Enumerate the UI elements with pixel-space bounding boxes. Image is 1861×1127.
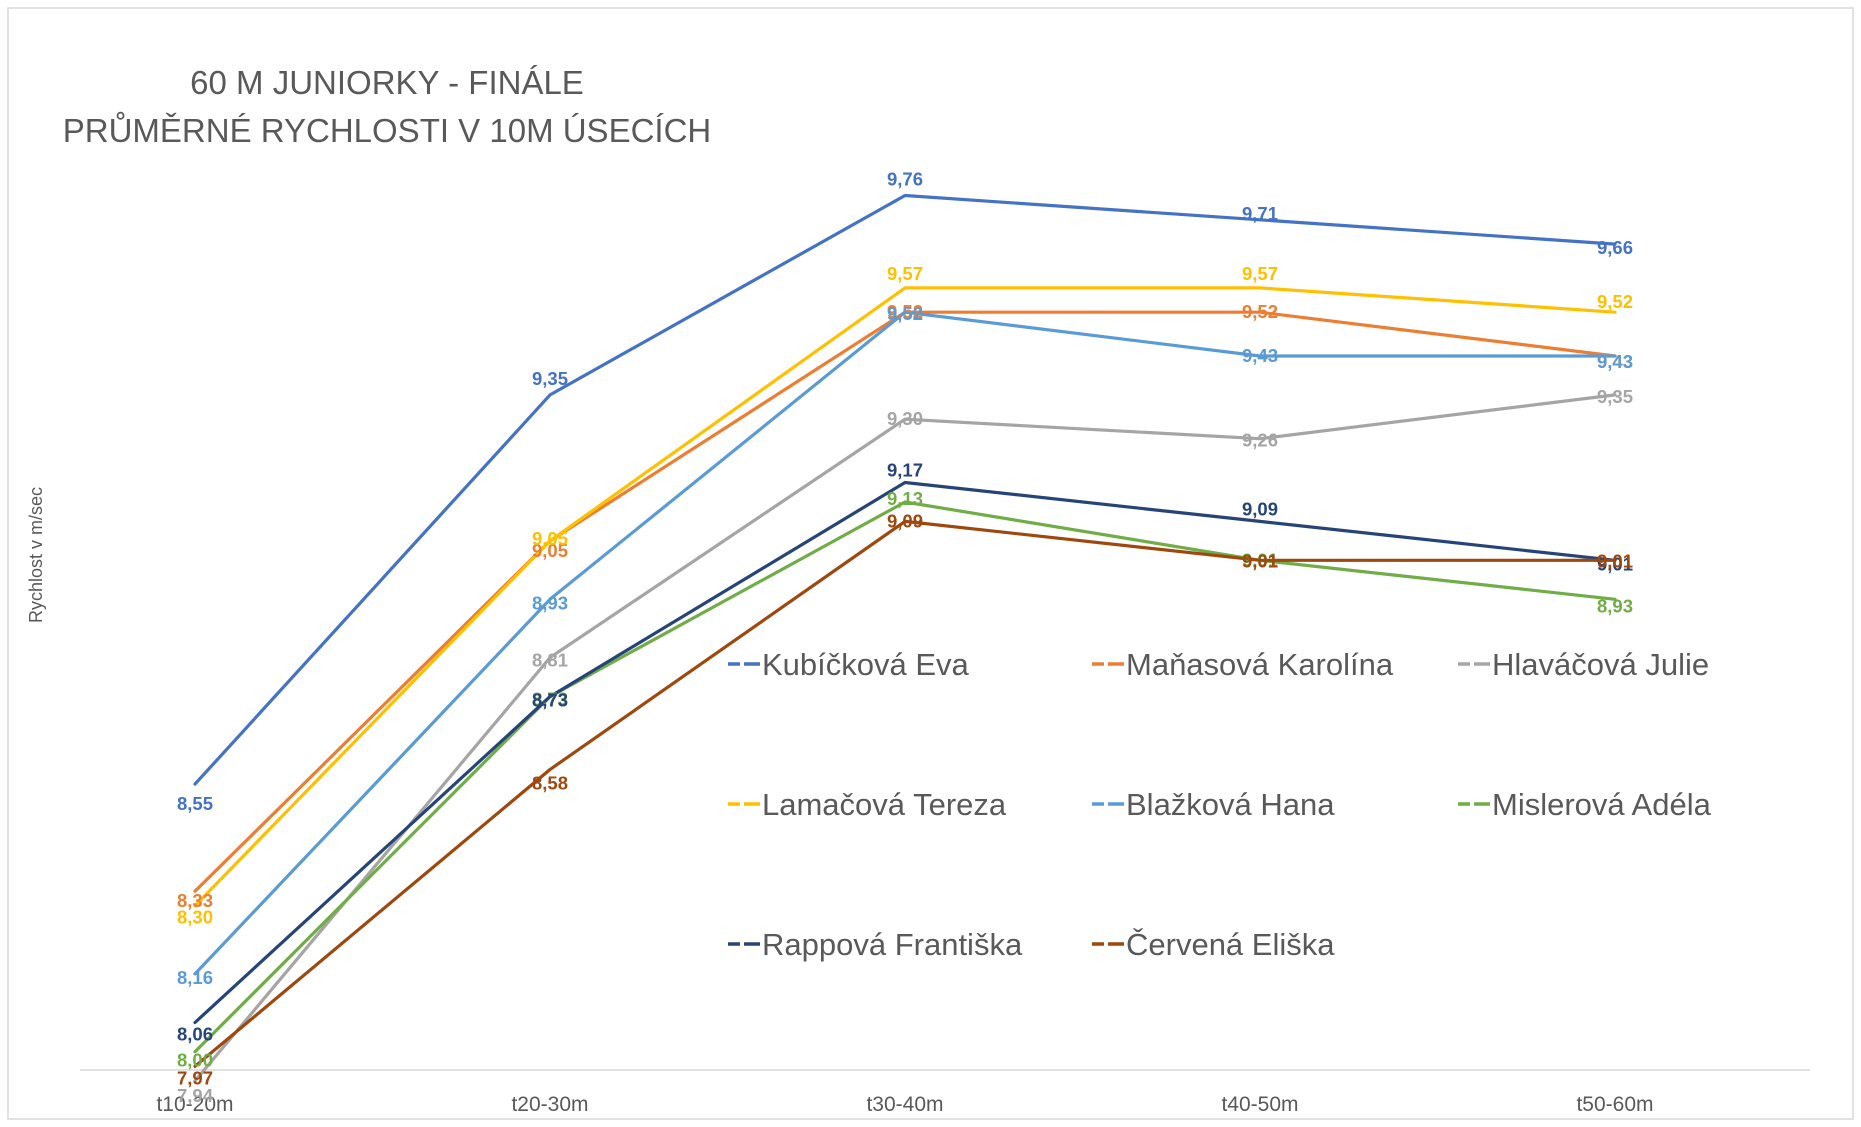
data-label: 9,26: [1242, 430, 1278, 451]
data-label: 9,01: [1597, 550, 1633, 571]
legend-item: Kubíčková Eva: [728, 647, 970, 682]
data-label: 9,01: [1597, 553, 1633, 574]
legend-label: Blažková Hana: [1126, 787, 1335, 822]
data-label: 9,52: [1242, 301, 1278, 322]
chart-title-line-2: PRŮMĚRNÉ RYCHLOSTI V 10M ÚSECÍCH: [63, 111, 712, 149]
legend-item: Hlaváčová Julie: [1458, 647, 1709, 682]
data-label: 9,52: [887, 303, 923, 324]
data-label: 7,97: [177, 1067, 213, 1088]
data-label: 9,52: [887, 301, 923, 322]
data-label: 9,57: [1242, 263, 1278, 284]
series-line-8: [193, 519, 1617, 1068]
data-label: 8,33: [177, 890, 213, 911]
data-label: 9,30: [887, 408, 923, 429]
legend: Kubíčková Eva Maňasová Karolína Hlaváčová …: [728, 647, 1712, 962]
data-label: 9,09: [887, 510, 923, 531]
chart-title-line-1: 60 M JUNIORKY - FINÁLE: [190, 64, 584, 101]
x-tick-label: t10-20m: [156, 1093, 233, 1116]
data-label: 9,43: [1597, 351, 1633, 372]
data-label: 8,93: [532, 592, 568, 613]
x-axis-ticks: t10-20m t20-30m t30-40m t40-50m t50-60m: [156, 1093, 1653, 1116]
legend-label: Hlaváčová Julie: [1492, 647, 1709, 682]
legend-item: Červená Eliška: [1092, 927, 1335, 962]
data-label: 9,76: [887, 169, 923, 190]
data-label: 8,93: [1597, 595, 1633, 616]
legend-label: Rappová Františka: [762, 927, 1023, 962]
chart-frame: [7, 7, 1854, 1120]
series-line-4: [193, 286, 1617, 908]
data-label: 8,81: [532, 650, 568, 671]
data-label: 9,05: [532, 540, 568, 561]
data-label: 8,73: [532, 690, 568, 711]
data-label: 8,58: [532, 773, 568, 794]
legend-item: Rappová Františka: [728, 927, 1023, 962]
y-axis-label: Rychlost v m/sec: [26, 487, 46, 623]
legend-item: Blažková Hana: [1092, 787, 1335, 822]
data-label: 9,05: [532, 528, 568, 549]
data-label: 9,17: [887, 460, 923, 481]
data-label: 8,06: [177, 1024, 213, 1045]
data-label: 8,00: [177, 1050, 213, 1071]
data-label: 9,35: [532, 368, 568, 389]
data-label: 7,94: [177, 1085, 214, 1106]
series-line-3: [193, 393, 1617, 1083]
legend-item: Mislerová Adéla: [1458, 787, 1712, 822]
data-label: 9,43: [1597, 351, 1633, 372]
series-line-1: [193, 193, 1617, 786]
data-label: 8,16: [177, 967, 213, 988]
data-label: 9,09: [1242, 498, 1278, 519]
data-label: 9,66: [1597, 237, 1633, 258]
legend-item: Lamačová Tereza: [728, 787, 1007, 822]
legend-label: Mislerová Adéla: [1492, 787, 1712, 822]
data-label: 9,13: [887, 488, 923, 509]
data-label: 9,35: [1597, 386, 1633, 407]
legend-label: Kubíčková Eva: [762, 647, 970, 682]
data-label: 9,43: [1242, 345, 1278, 366]
data-label: 9,52: [1597, 291, 1633, 312]
legend-label: Lamačová Tereza: [762, 787, 1007, 822]
data-label: 9,01: [1242, 549, 1278, 570]
legend-label: Maňasová Karolína: [1126, 647, 1394, 682]
x-tick-label: t50-60m: [1576, 1093, 1653, 1116]
series-line-6: [193, 500, 1617, 1054]
x-tick-label: t30-40m: [866, 1093, 943, 1116]
legend-label: Červená Eliška: [1126, 927, 1335, 962]
data-label: 8,30: [177, 907, 213, 928]
series-line-7: [193, 480, 1617, 1025]
data-label: 9,01: [1242, 550, 1278, 571]
x-tick-label: t40-50m: [1221, 1093, 1298, 1116]
chart-title: 60 M JUNIORKY - FINÁLE PRŮMĚRNÉ RYCHLOSTI…: [63, 64, 712, 149]
x-tick-label: t20-30m: [511, 1093, 588, 1116]
data-label: 8,73: [532, 689, 568, 710]
data-label: 9,57: [887, 263, 923, 284]
data-labels: 8,55 9,35 9,76 9,71 9,66 8,33 9,05 9,52 9,52 9,43…: [177, 169, 1633, 1106]
series-line-5: [193, 310, 1617, 976]
data-label: 8,55: [177, 793, 213, 814]
series-lines: [193, 193, 1617, 1083]
legend-item: Maňasová Karolína: [1092, 647, 1394, 682]
data-label: 9,71: [1242, 203, 1278, 224]
